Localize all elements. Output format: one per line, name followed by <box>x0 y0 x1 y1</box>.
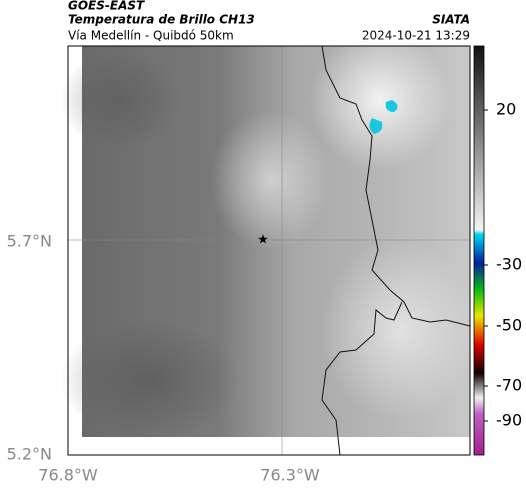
colorbar-tick-label: 20 <box>496 100 516 119</box>
cold-cloud <box>369 118 383 134</box>
lat-label: 5.7°N <box>7 232 52 251</box>
lon-label: 76.8°W <box>38 466 98 485</box>
agency: SIATA <box>432 13 470 27</box>
colorbar-tick-label: -50 <box>496 316 522 335</box>
cloud <box>60 320 240 440</box>
city-marker: ★ <box>257 233 269 248</box>
lon-label: 76.3°W <box>260 466 320 485</box>
cold-cloud <box>385 100 398 112</box>
border <box>321 45 471 327</box>
lat-label: 5.2°N <box>7 445 52 464</box>
colorbar-tick-label: -70 <box>496 376 522 395</box>
product: Temperatura de Brillo CH13 <box>68 13 255 27</box>
colorbar-scale <box>473 45 485 456</box>
source: GOES-EAST <box>68 0 145 13</box>
cloud <box>60 50 180 150</box>
colorbar: 20 -30 -50 -70 -90 <box>473 45 522 456</box>
cloud <box>210 110 330 250</box>
region: Vía Medellín - Quibdó 50km <box>68 29 234 43</box>
map: ★ <box>60 30 480 456</box>
frame <box>67 45 471 456</box>
axes: 5.7°N 5.2°N 76.8°W 76.3°W <box>7 232 320 485</box>
cloud <box>320 240 480 420</box>
colorbar-tick-label: -30 <box>496 255 522 274</box>
border <box>321 301 403 456</box>
header: GOES-EAST Temperatura de Brillo CH13 SIA… <box>68 0 470 43</box>
cloud <box>310 30 450 170</box>
colorbar-tick-label: -90 <box>496 411 522 430</box>
